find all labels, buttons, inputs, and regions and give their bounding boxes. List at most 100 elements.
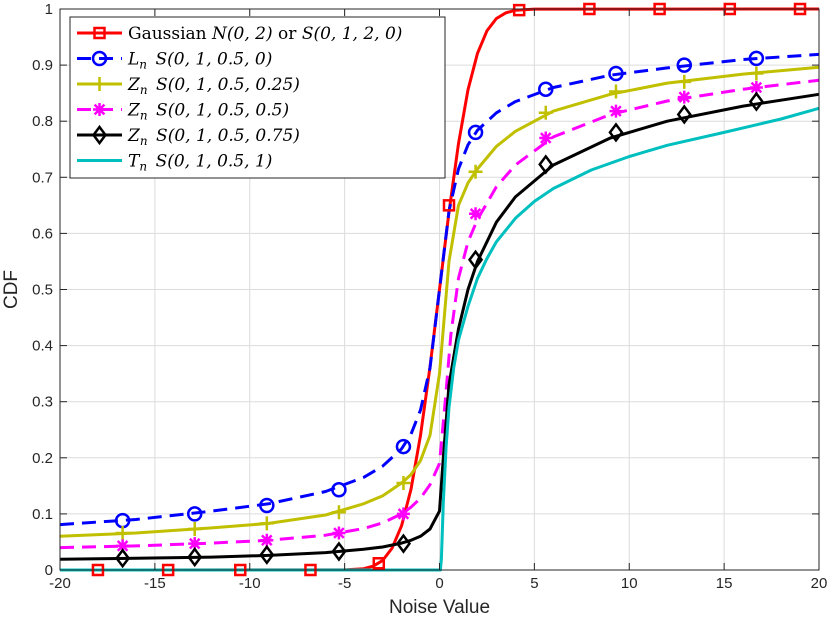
y-tick-label: 0.4 bbox=[32, 338, 53, 355]
legend-marker-1 bbox=[91, 50, 108, 67]
series-2-marker bbox=[468, 164, 483, 179]
series-2-marker bbox=[187, 522, 202, 537]
x-tick-label: -10 bbox=[239, 575, 261, 592]
legend-box bbox=[69, 16, 446, 179]
series-3-marker bbox=[188, 537, 202, 551]
legend-label-math: S(0, 1, 0.5, 0.75) bbox=[156, 126, 300, 146]
series-2-marker bbox=[259, 516, 274, 531]
series-4-marker bbox=[187, 547, 203, 568]
legend-label-subscript: n bbox=[139, 160, 147, 174]
y-tick-label: 0.3 bbox=[32, 394, 53, 411]
legend-marker-3 bbox=[93, 103, 106, 116]
legend-label-text: Gaussian bbox=[128, 24, 212, 44]
series-3-marker bbox=[609, 104, 623, 118]
legend-label-math: S(0, 1, 0.5, 1) bbox=[156, 152, 273, 172]
legend-label-subscript: n bbox=[140, 83, 148, 97]
legend-marker-2 bbox=[92, 77, 107, 91]
series-0-marker bbox=[512, 3, 526, 17]
x-tick-label: -20 bbox=[49, 575, 71, 592]
series-1-marker bbox=[608, 65, 624, 82]
y-tick-label: 0.9 bbox=[32, 57, 53, 74]
x-tick-label: -5 bbox=[338, 575, 351, 592]
legend-label-space bbox=[147, 50, 156, 70]
series-3-marker bbox=[260, 533, 274, 547]
series-4-marker bbox=[748, 91, 764, 112]
y-axis-title: CDF bbox=[1, 270, 22, 309]
legend-label-subscript: n bbox=[140, 134, 148, 148]
series-4-marker bbox=[538, 154, 554, 175]
series-3-marker bbox=[677, 90, 691, 104]
legend-label-math: S(0, 1, 0.5, 0.25) bbox=[156, 75, 300, 95]
series-1-marker bbox=[259, 497, 275, 514]
y-tick-label: 0.7 bbox=[32, 169, 53, 186]
legend-label-symbol: T bbox=[128, 152, 141, 172]
axis-ticks: -20 -15 -10 -5 0 5 10 15 20 0 0.1 0.2 0.3 0.4 0.5 0.6 0.… bbox=[32, 1, 827, 592]
legend-label-2: Zn S(0, 1, 0.5, 0.25) bbox=[127, 75, 300, 97]
y-tick-label: 0.1 bbox=[32, 506, 53, 523]
legend-label-math: S(0, 1, 0.5, 0) bbox=[156, 50, 273, 70]
legend-label-symbol: Z bbox=[127, 126, 141, 146]
series-line-3 bbox=[59, 78, 820, 550]
series-line-5 bbox=[60, 106, 820, 572]
legend-label-1: Ln S(0, 1, 0.5, 0) bbox=[127, 50, 272, 72]
y-tick-label: 0 bbox=[45, 562, 53, 579]
series-3-marker bbox=[116, 539, 130, 553]
series-2-marker bbox=[749, 66, 764, 81]
legend-label-symbol: Z bbox=[127, 101, 141, 121]
series-line-2 bbox=[59, 65, 820, 538]
legend-label-space bbox=[147, 152, 156, 172]
x-tick-label: 20 bbox=[811, 575, 828, 592]
y-tick-label: 1 bbox=[45, 1, 53, 18]
legend-label-4: Zn S(0, 1, 0.5, 0.75) bbox=[127, 126, 300, 148]
series-line-4 bbox=[59, 92, 820, 561]
legend-label-space bbox=[148, 126, 157, 146]
series-line-1 bbox=[59, 52, 820, 527]
series-1-marker bbox=[186, 506, 203, 522]
y-tick-label: 0.5 bbox=[32, 282, 53, 299]
series-3-marker bbox=[332, 526, 346, 540]
legend-label-symbol: Z bbox=[127, 75, 141, 95]
series-2-marker bbox=[677, 74, 692, 89]
series-3-marker bbox=[749, 81, 763, 95]
series-2-marker bbox=[331, 505, 346, 520]
legend-label-subscript: n bbox=[139, 58, 147, 72]
legend-label-3: Zn S(0, 1, 0.5, 0.5) bbox=[127, 101, 289, 123]
series-2-marker bbox=[608, 84, 623, 99]
series-0-marker bbox=[442, 199, 456, 212]
legend-marker-4 bbox=[91, 124, 108, 146]
legend-entries: Gaussian N(0, 2) or S(0, 1, 2, 0) Ln S(0,… bbox=[77, 24, 402, 174]
legend-label-math: N(0, 2) bbox=[211, 24, 273, 44]
series-lines bbox=[59, 7, 820, 572]
legend-label-text: or bbox=[273, 24, 302, 44]
series-3-marker bbox=[539, 131, 553, 145]
series-4-marker bbox=[259, 544, 275, 565]
series-1-marker bbox=[748, 50, 765, 67]
x-tick-label: 5 bbox=[530, 575, 538, 592]
x-axis-title: Noise Value bbox=[389, 597, 490, 618]
x-tick-label: 15 bbox=[716, 575, 733, 592]
series-4-marker bbox=[467, 249, 484, 270]
series-0-marker bbox=[372, 557, 386, 570]
legend-label-math: S(0, 1, 0.5, 0.5) bbox=[156, 101, 289, 121]
series-1-marker bbox=[395, 438, 412, 455]
series-3-marker bbox=[396, 507, 410, 521]
series-1-marker bbox=[538, 81, 554, 97]
series-4-marker bbox=[608, 122, 624, 143]
y-tick-label: 0.8 bbox=[32, 113, 53, 130]
series-3-marker bbox=[469, 207, 483, 221]
legend-label-math: S(0, 1, 2, 0) bbox=[302, 24, 403, 44]
series-4-marker bbox=[331, 541, 347, 562]
series-2-marker bbox=[115, 525, 130, 540]
series-4-marker bbox=[676, 104, 692, 125]
series-2-marker bbox=[538, 105, 553, 120]
y-tick-label: 0.6 bbox=[32, 225, 53, 242]
legend-marker-0 bbox=[93, 26, 106, 40]
series-line-0 bbox=[59, 7, 820, 572]
x-tick-label: 0 bbox=[435, 575, 443, 592]
series-4-marker bbox=[395, 533, 412, 554]
series-1-marker bbox=[467, 124, 484, 141]
legend-label-space bbox=[148, 101, 157, 121]
legend-label-subscript: n bbox=[140, 109, 148, 123]
x-tick-label: -15 bbox=[144, 575, 166, 592]
